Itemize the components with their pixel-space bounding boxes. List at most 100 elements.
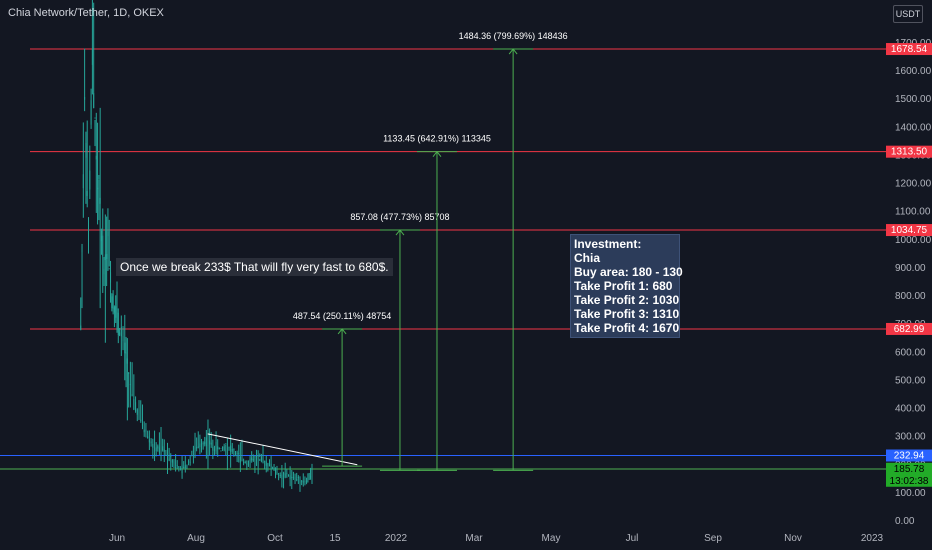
candle-body [210,442,212,445]
candle-body [297,477,299,479]
y-tick-label: 1000.00 [895,235,932,246]
y-tick-label: 1100.00 [895,207,931,218]
candle-body [147,436,149,439]
candle-body [160,449,162,451]
investment-line: Take Profit 1: 680 [574,279,673,293]
candle-body [80,325,82,331]
candle-body [278,473,280,475]
candle-body [126,358,128,364]
candle-body [301,480,303,482]
y-tick-label: 1400.00 [895,122,932,133]
candle-body [183,466,185,469]
candle-body [104,254,106,261]
candle-body [306,481,308,483]
candle-body [163,449,165,452]
candle-body [148,439,150,443]
investment-line: Take Profit 4: 1670 [574,321,680,335]
candle-body [235,451,236,453]
measure-arrow [337,328,347,335]
candle-body [249,458,251,462]
candle-body [217,446,219,450]
candle-body [82,174,84,189]
candle-body [275,469,277,473]
note-annotation[interactable]: Once we break 233$ That will fly very fa… [116,258,393,276]
candle-body [135,402,137,412]
candle-body [239,456,241,463]
level-price-tag: 232.94 [894,451,925,462]
symbol-title[interactable]: Chia Network/Tether, 1D, OKEX [8,7,164,19]
candle-body [292,477,294,479]
candle-body [246,463,248,465]
candle-body [212,447,214,451]
candle-body [233,448,235,450]
candle-body [116,306,118,312]
candle-body [230,445,232,452]
investment-annotation[interactable]: Investment: Chia Buy area: 180 - 130 Tak… [570,234,683,338]
candle-body [122,335,124,342]
candle-body [220,450,222,452]
measure-label: 1484.36 (799.69%) 148436 [459,31,568,41]
candle-body [279,474,281,476]
measure-label: 487.54 (250.11%) 48754 [293,311,391,321]
candle-body [95,155,97,160]
currency-button[interactable]: USDT [893,5,923,23]
candle-body [89,170,91,190]
candle-body [213,449,215,452]
candle-body [294,477,296,479]
x-tick-label: 2023 [861,533,884,544]
candle-body [283,472,285,475]
candle-body [157,446,159,449]
y-tick-label: 1600.00 [895,66,932,77]
candle-body [119,332,121,337]
candle-body [143,429,145,433]
candle-body [115,306,117,318]
candle-body [181,465,183,474]
candle-body [188,461,190,463]
candle-body [94,117,96,119]
candle-body [223,446,225,451]
candle-body [299,476,301,483]
x-tick-label: Jul [626,533,639,544]
candle-body [84,96,86,100]
candle-body [199,443,201,448]
candle-body [257,455,259,457]
candle-body [226,443,228,445]
candle-body [162,446,164,451]
candle-body [256,455,258,457]
time-axis[interactable]: Jun Aug Oct 15 2022 Mar May Jul Sep Nov 2023 [109,533,884,544]
candle-body [191,455,193,457]
candle-body [204,441,206,445]
level-price-tag-bg [886,322,932,335]
candle-body [98,174,100,180]
candle-body [260,456,262,463]
candle-body [308,479,310,481]
candle-body [215,441,217,452]
candle-body [259,453,261,458]
candle-body [262,458,264,464]
candle-body [310,476,312,478]
candle-body [296,479,298,481]
candle-body [196,447,198,449]
candle-body [289,475,291,479]
x-tick-label: Nov [784,533,802,544]
y-tick-label: 1200.00 [895,179,932,190]
y-tick-label: 1500.00 [895,94,932,105]
candle-body [228,446,230,448]
candle-body [184,465,186,469]
candle-body [236,452,238,455]
candle-body [291,476,293,479]
investment-line: Buy area: 180 - 130 [574,265,683,279]
measure-arrow [432,150,442,157]
candle-body [270,463,272,468]
y-tick-label: 900.00 [895,263,926,274]
candle-body [145,429,147,432]
candle-body [302,481,304,483]
y-tick-label: 800.00 [895,291,926,302]
candle-body [231,448,233,452]
candle-body [81,246,83,253]
candle-body [247,461,249,463]
candle-body [102,235,104,257]
candle-body [175,467,177,469]
candle-body [129,384,131,386]
